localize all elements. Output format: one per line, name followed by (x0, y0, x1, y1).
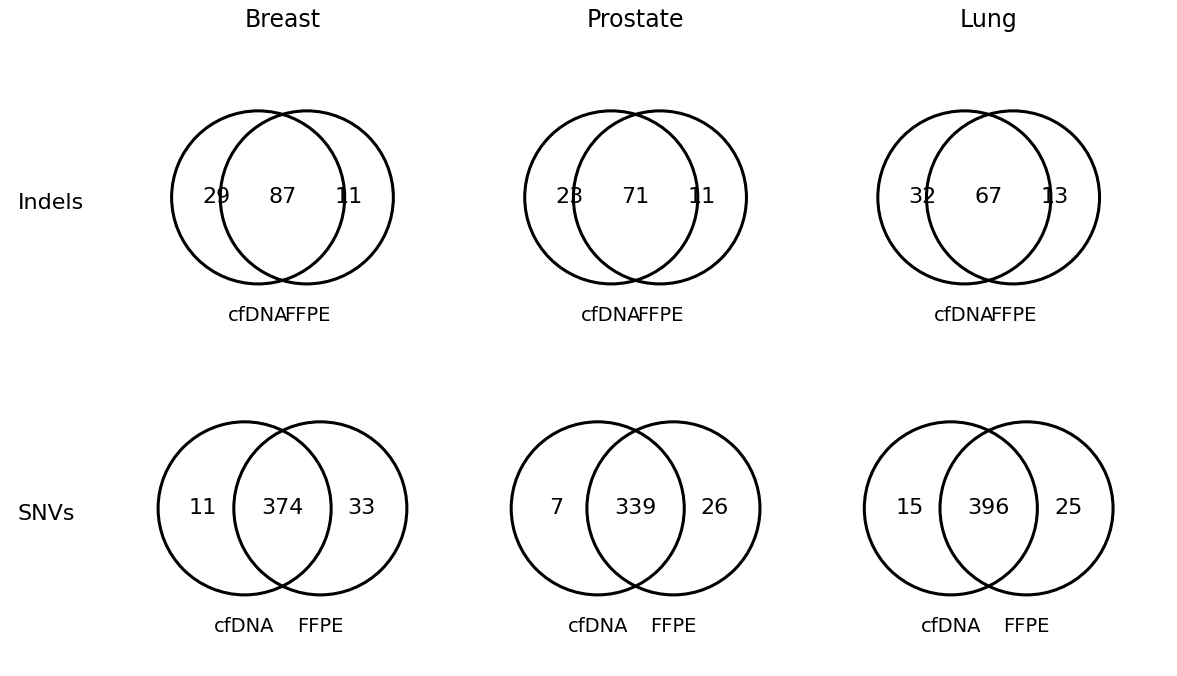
Text: 11: 11 (334, 187, 363, 208)
Text: FFPE: FFPE (297, 617, 344, 635)
Text: 71: 71 (621, 187, 650, 208)
Text: FFPE: FFPE (284, 306, 330, 324)
Text: 15: 15 (895, 498, 924, 518)
Text: Breast: Breast (245, 8, 320, 32)
Text: 33: 33 (347, 498, 375, 518)
Text: 11: 11 (189, 498, 218, 518)
Text: cfDNA: cfDNA (920, 617, 982, 635)
Text: 7: 7 (550, 498, 564, 518)
Text: 29: 29 (202, 187, 231, 208)
Text: cfDNA: cfDNA (567, 617, 629, 635)
Text: FFPE: FFPE (637, 306, 683, 324)
Text: cfDNA: cfDNA (228, 306, 288, 324)
Text: 23: 23 (556, 187, 584, 208)
Text: 87: 87 (268, 187, 297, 208)
Text: FFPE: FFPE (990, 306, 1036, 324)
Text: cfDNA: cfDNA (935, 306, 995, 324)
Text: FFPE: FFPE (1003, 617, 1050, 635)
Text: 13: 13 (1040, 187, 1069, 208)
Text: 26: 26 (700, 498, 729, 518)
Text: 25: 25 (1053, 498, 1083, 518)
Text: 32: 32 (909, 187, 937, 208)
Text: 339: 339 (614, 498, 657, 518)
Text: FFPE: FFPE (650, 617, 697, 635)
Text: cfDNA: cfDNA (214, 617, 275, 635)
Text: Indels: Indels (18, 193, 84, 213)
Text: Lung: Lung (959, 8, 1018, 32)
Text: SNVs: SNVs (18, 504, 75, 524)
Text: 67: 67 (975, 187, 1003, 208)
Text: cfDNA: cfDNA (581, 306, 641, 324)
Text: 11: 11 (687, 187, 716, 208)
Text: Prostate: Prostate (587, 8, 684, 32)
Text: 396: 396 (967, 498, 1010, 518)
Text: 374: 374 (261, 498, 304, 518)
